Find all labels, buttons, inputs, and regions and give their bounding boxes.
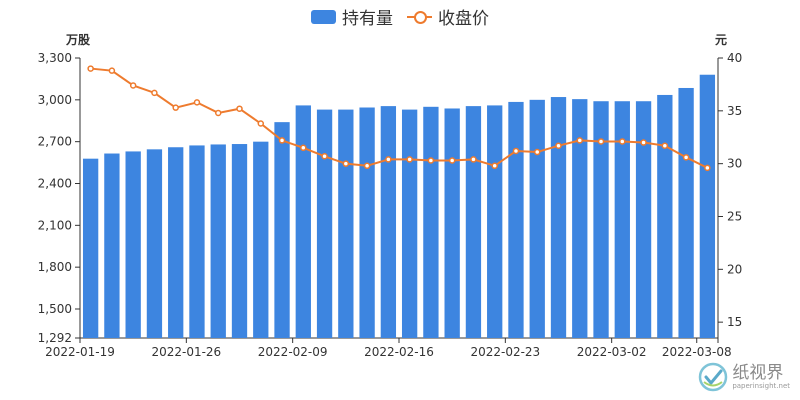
bar-holdings [316,109,333,338]
x-tick-label: 2022-03-02 [577,345,647,359]
point-close-price [704,164,711,172]
left-y-tick-label: 1,800 [38,260,72,274]
bar-holdings [210,144,226,338]
watermark-title: 纸视界 [732,362,784,383]
point-close-price [640,139,647,146]
point-close-price [406,156,413,163]
bar-holdings [380,106,397,338]
bar-holdings [508,101,524,338]
chart-legend: 持有量 收盘价 [0,4,800,29]
point-close-price [576,137,584,144]
bar-holdings [593,101,609,339]
right-y-tick-label: 25 [727,209,742,223]
point-close-price [129,82,137,89]
bar-holdings [550,97,567,338]
bar-holdings [572,99,588,338]
bar-holdings [401,109,418,338]
point-close-price [257,120,265,127]
point-close-price [533,148,541,156]
bar-holdings [82,158,99,338]
point-close-price [342,160,350,167]
bar-holdings [231,144,248,338]
legend-line-swatch [407,10,432,24]
right-y-tick-label: 20 [727,262,742,276]
bar-holdings [699,74,716,339]
left-y-tick-label: 1,292 [38,331,72,345]
x-tick-label: 2022-02-23 [470,345,540,359]
legend-close-price-label: 收盘价 [438,9,489,29]
point-close-price [151,89,158,97]
point-close-price [619,138,626,145]
point-close-price [427,157,435,164]
bar-holdings [465,106,482,338]
x-tick-label: 2022-03-08 [662,345,732,359]
point-close-price [555,142,562,149]
bar-holdings [338,109,354,338]
bar-holdings [274,122,290,338]
bar-holdings [635,101,652,339]
left-y-tick-label: 3,000 [38,93,72,107]
x-tick-label: 2022-01-19 [45,345,115,359]
legend-holdings-label: 持有量 [342,9,393,29]
bar-holdings [146,149,163,338]
left-axis-unit: 万股 [66,33,91,47]
bar-holdings [529,99,545,338]
legend-item-close-price[interactable]: 收盘价 [407,4,489,29]
point-close-price [87,65,94,72]
point-close-price [108,67,116,74]
bar-holdings [487,105,503,338]
point-close-price [172,104,179,111]
bar-holdings [423,106,439,338]
left-y-tick-label: 3,300 [38,51,72,65]
bar-holdings [678,87,694,339]
bar-holdings [444,108,460,338]
point-close-price [661,142,669,149]
watermark-subtitle: paperinsight.net [732,381,790,390]
bar-holdings [295,105,311,338]
point-close-price [491,162,498,170]
bar-holdings [253,141,269,338]
bar-holdings [614,101,630,339]
left-y-tick-label: 1,500 [38,302,72,316]
point-close-price [597,138,605,145]
right-y-tick-label: 40 [727,51,742,65]
right-y-tick-label: 30 [727,157,742,171]
bar-holdings [125,151,141,338]
point-close-price [300,144,307,152]
bar-holdings [189,145,205,338]
right-y-tick-label: 35 [727,104,742,118]
bar-holdings [657,94,673,338]
legend-bar-swatch [311,9,336,24]
left-y-tick-label: 2,400 [38,176,72,190]
x-tick-label: 2022-01-26 [151,345,221,359]
bar-holdings [359,107,375,339]
point-close-price [385,156,392,163]
point-close-price [512,147,520,155]
left-y-tick-label: 2,700 [38,135,72,149]
watermark-logo-icon [699,362,728,392]
watermark: 纸视界 paperinsight.net [698,362,790,392]
point-close-price [236,105,243,112]
right-axis-unit: 元 [715,33,728,47]
point-close-price [363,162,371,170]
bar-holdings [168,147,184,338]
left-y-tick-label: 2,100 [38,218,72,232]
line-close-price [90,67,708,169]
point-close-price [278,137,286,144]
point-close-price [682,154,690,161]
bar-holdings [104,153,120,338]
x-tick-label: 2022-02-16 [364,345,434,359]
right-y-tick-label: 15 [727,315,742,329]
x-tick-label: 2022-02-09 [258,345,328,359]
point-close-price [470,156,477,163]
point-close-price [321,153,328,160]
point-close-price [214,109,222,117]
legend-item-holdings[interactable]: 持有量 [311,4,393,29]
point-close-price [193,99,201,106]
point-close-price [448,157,456,164]
